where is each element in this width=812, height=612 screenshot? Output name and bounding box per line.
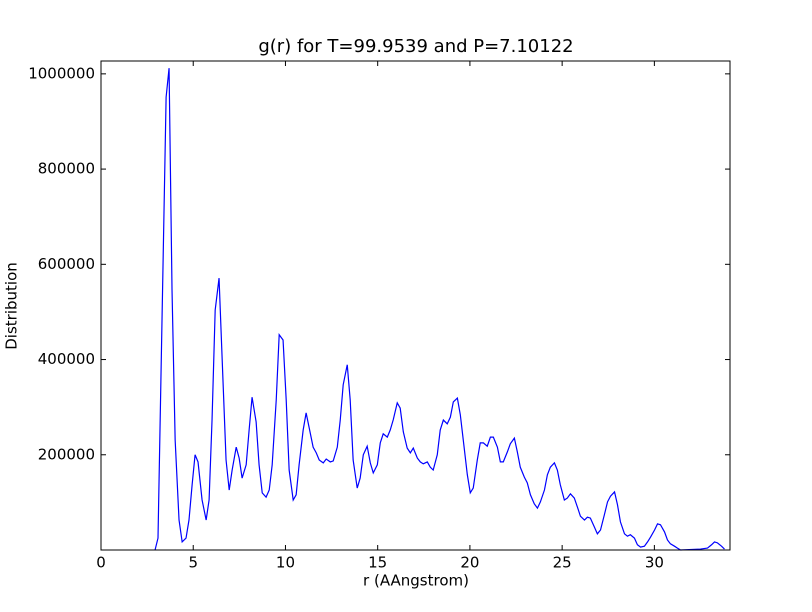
- y-tick-label: 1000000: [28, 64, 95, 82]
- y-tick-label: 200000: [38, 445, 95, 463]
- x-axis-label: r (AAngstrom): [363, 572, 469, 590]
- data-line: [154, 68, 725, 551]
- y-tick-label: 800000: [38, 160, 95, 178]
- y-axis-label: Distribution: [3, 262, 21, 350]
- y-tick-label: 600000: [38, 255, 95, 273]
- y-tick-label: 400000: [38, 350, 95, 368]
- x-tick-label: 10: [276, 554, 295, 572]
- x-tick-label: 15: [368, 554, 387, 572]
- x-tick-label: 0: [96, 554, 106, 572]
- x-tick-label: 5: [188, 554, 198, 572]
- x-tick-label: 20: [460, 554, 479, 572]
- x-tick-label: 30: [645, 554, 664, 572]
- plot-frame: [100, 60, 731, 551]
- x-tick-label: 25: [553, 554, 572, 572]
- chart-title: g(r) for T=99.9539 and P=7.10122: [258, 36, 573, 57]
